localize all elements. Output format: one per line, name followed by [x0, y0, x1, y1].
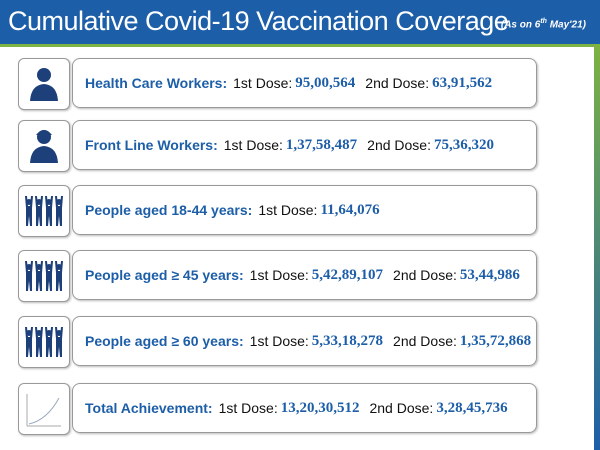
title: Cumulative Covid-19 Vaccination Coverage [8, 6, 509, 36]
row-icon [18, 120, 70, 172]
date-note: (As on 6th May'21) [501, 18, 586, 30]
dose-label: 1st Dose: [258, 202, 318, 218]
row: People aged ≥ 45 years: 1st Dose: 5,42,89,… [0, 250, 600, 302]
icon-graphic [26, 394, 61, 427]
dose-label: 1st Dose: [249, 333, 309, 349]
dose-label: 2nd Dose: [393, 267, 457, 283]
row-icon [18, 383, 70, 435]
icon-graphic [30, 68, 58, 101]
edge-stripe [594, 47, 600, 450]
dose-value: 95,00,564 [295, 74, 356, 91]
row: People aged ≥ 60 years: 1st Dose: 5,33,18,… [0, 316, 600, 368]
note-text: (As on 6 [500, 19, 541, 31]
row-icon [18, 316, 70, 368]
dose-label: 1st Dose: [218, 400, 278, 416]
dose-value: 75,36,320 [433, 136, 494, 153]
row-label: People aged 18-44 years: [85, 202, 253, 218]
dose-value: 3,28,45,736 [436, 399, 508, 416]
row-label: Total Achievement: [85, 400, 213, 416]
row-icon [18, 185, 70, 237]
row: Health Care Workers: 1st Dose: 95,00,564 2n… [0, 58, 600, 110]
dose-label: 2nd Dose: [393, 333, 457, 349]
row-box: Total Achievement: 1st Dose: 13,20,30,512 2… [72, 383, 537, 433]
row-box: Health Care Workers: 1st Dose: 95,00,564 2n… [72, 58, 537, 108]
row-label: People aged ≥ 45 years: [85, 267, 244, 283]
dose-value: 53,44,986 [459, 266, 520, 283]
row: Front Line Workers: 1st Dose: 1,37,58,487 2… [0, 120, 600, 172]
dose-label: 2nd Dose: [369, 400, 434, 416]
dose-value: 5,33,18,278 [311, 332, 384, 349]
row-box: Front Line Workers: 1st Dose: 1,37,58,487 2… [72, 120, 537, 170]
row-label: People aged ≥ 60 years: [85, 333, 244, 349]
icon-graphic [25, 196, 63, 226]
dose-label: 2nd Dose: [367, 137, 431, 153]
row-label: Front Line Workers: [85, 137, 218, 153]
dose-label: 1st Dose: [233, 75, 293, 91]
note-sup: th [540, 18, 547, 25]
note-text: May'21) [546, 19, 586, 31]
row: People aged 18-44 years: 1st Dose: 11,64,0… [0, 185, 600, 237]
row-icon [18, 250, 70, 302]
dose-label: 2nd Dose: [365, 75, 430, 91]
row-box: People aged ≥ 60 years: 1st Dose: 5,33,18,… [72, 316, 537, 366]
dose-label: 1st Dose: [223, 137, 283, 153]
icon-graphic [30, 130, 58, 163]
row-icon [18, 58, 70, 110]
dose-value: 1,37,58,487 [285, 136, 358, 153]
dose-value: 5,42,89,107 [311, 266, 384, 283]
icon-graphic [25, 327, 63, 357]
row-box: People aged ≥ 45 years: 1st Dose: 5,42,89,… [72, 250, 537, 300]
dose-value: 63,91,562 [432, 74, 493, 91]
dose-value: 13,20,30,512 [280, 399, 360, 416]
dose-value: 1,35,72,868 [459, 332, 532, 349]
row-label: Health Care Workers: [85, 75, 228, 91]
dose-label: 1st Dose: [249, 267, 309, 283]
dose-value: 11,64,076 [320, 201, 380, 218]
icon-graphic [25, 261, 63, 291]
header: Cumulative Covid-19 Vaccination Coverage… [0, 0, 600, 47]
row-box: People aged 18-44 years: 1st Dose: 11,64,0… [72, 185, 537, 235]
row: Total Achievement: 1st Dose: 13,20,30,512 2… [0, 383, 600, 435]
